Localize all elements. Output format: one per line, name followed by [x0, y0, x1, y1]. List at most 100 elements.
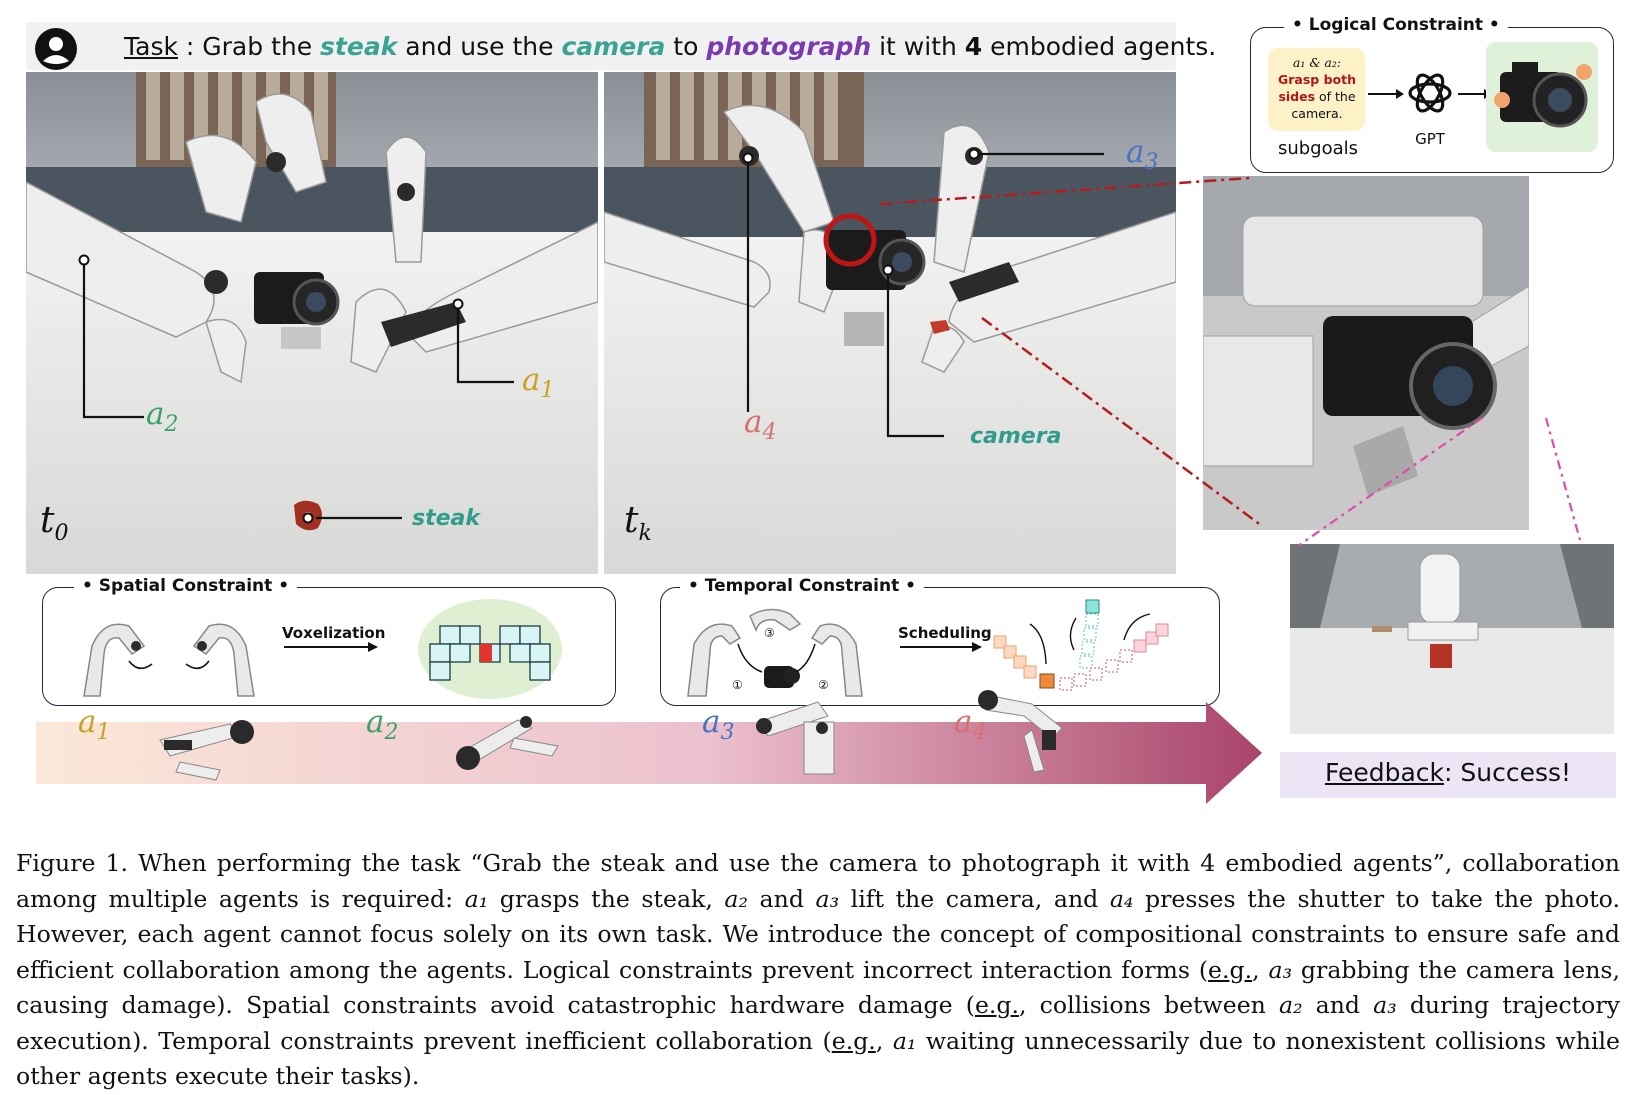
caption-eg: e.g. — [1208, 955, 1253, 984]
scene-t0-image — [26, 72, 598, 574]
task-count: 4 — [964, 32, 983, 61]
temporal-marker-1: ① — [732, 678, 743, 692]
task-object-steak: steak — [320, 32, 398, 61]
subgoals-label: subgoals — [1277, 138, 1359, 159]
t0-sub: 0 — [54, 521, 69, 547]
scene-tk-agent-a4-label: a4 — [744, 404, 776, 445]
feedback-text: Feedback: Success! — [1280, 758, 1616, 787]
schedule-cubes-icon — [993, 599, 1169, 691]
caption-var: a₁ — [464, 884, 489, 913]
a1-name: a — [522, 362, 541, 398]
robot-arm-a2-icon — [456, 716, 559, 770]
feedback-illustration — [1290, 544, 1614, 734]
spatial-constraint-title: • Spatial Constraint • — [74, 576, 298, 596]
scene-t0-time-label: t0 — [40, 500, 68, 546]
task-text-5: embodied agents. — [982, 32, 1217, 61]
caption-part: , collisions between — [1019, 991, 1279, 1019]
voxelization-arrow — [284, 642, 378, 652]
caption-part: during trajectory execution). Temporal c… — [16, 991, 1620, 1055]
caption-var: a₄ — [1109, 884, 1134, 913]
zoom-connector-lines — [879, 176, 1582, 547]
scheduling-arrow — [900, 642, 982, 652]
voxelization-label: Voxelization — [282, 624, 386, 642]
subgoal-head: a₁ & a₂: — [1292, 55, 1342, 70]
a3-name: a — [1126, 134, 1145, 170]
progress-a2-sub: 2 — [384, 720, 399, 746]
zoom-camera-grasp-image — [1203, 176, 1529, 530]
progress-agent-a3: a3 — [702, 704, 734, 745]
scene-t0-agent-a2-label: a2 — [146, 396, 178, 437]
caption-var: a₂ — [724, 884, 748, 913]
progress-a2-name: a — [366, 704, 385, 740]
temporal-marker-3: ③ — [764, 626, 775, 640]
user-avatar-icon — [35, 28, 77, 70]
caption-var: a₃ — [1268, 955, 1293, 984]
feedback-result-image — [1290, 544, 1614, 734]
scene-t0-illustration — [26, 72, 598, 574]
scene-tk-camera-label: camera — [970, 424, 1062, 449]
subgoal-card — [1268, 48, 1365, 131]
subgoal-emphasis: Grasp both sides — [1277, 72, 1356, 104]
a3-sub: 3 — [1144, 150, 1159, 176]
caption-part: grabbing the camera lens, causing damage… — [16, 955, 1620, 1020]
progress-agent-a2: a2 — [366, 704, 398, 745]
scene-tk-agent-a3-label: a3 — [1126, 134, 1158, 175]
caption-part: presses the shutter to take the photo. H… — [16, 884, 1620, 984]
temporal-constraint-title: • Temporal Constraint • — [680, 576, 925, 596]
subgoal-tail: of the camera. — [1291, 89, 1356, 121]
logical-constraint-title: • Logical Constraint • — [1284, 15, 1508, 35]
subgoal-text: a₁ & a₂: Grasp both sides of the camera. — [1272, 54, 1362, 122]
caption-var: a₃ — [815, 884, 840, 913]
a1-sub: 1 — [540, 378, 555, 404]
caption-var: a₂ — [1279, 991, 1303, 1019]
voxel-grid-icon — [418, 599, 562, 699]
caption-eg: e.g. — [974, 991, 1020, 1019]
camera-grasp-icon — [1494, 62, 1592, 128]
caption-part: , — [875, 1026, 893, 1055]
scheduling-label: Scheduling — [898, 624, 992, 642]
feedback-value: : Success! — [1444, 758, 1572, 787]
spatial-title-text: Spatial Constraint — [98, 576, 273, 596]
task-text-2: and use the — [397, 32, 562, 61]
a2-name: a — [146, 396, 165, 432]
caption-part: and — [1302, 991, 1374, 1019]
caption-part: , — [1252, 955, 1269, 984]
scene-tk-illustration — [604, 72, 1176, 574]
scene-tk-image — [604, 72, 1176, 574]
task-bar — [26, 22, 1176, 70]
caption-part: Figure 1. When performing the task “Grab… — [16, 849, 1620, 913]
caption-part: and — [747, 884, 816, 913]
progress-a3-sub: 3 — [720, 720, 735, 746]
progress-a4-sub: 4 — [972, 720, 987, 746]
spatial-robot-arms-icon — [83, 623, 255, 697]
progress-a1-name: a — [78, 704, 97, 740]
robot-arm-a3-icon — [756, 701, 835, 775]
logical-title-text: Logical Constraint — [1308, 15, 1484, 35]
caption-part: lift the camera, and — [839, 884, 1110, 913]
progress-a4-name: a — [954, 704, 973, 740]
feedback-label: Feedback — [1324, 758, 1445, 787]
tk-sub: k — [638, 521, 652, 547]
caption-part: grasps the steak, — [488, 884, 725, 913]
task-object-camera: camera — [561, 32, 666, 61]
a2-sub: 2 — [164, 412, 179, 438]
gpt-logo-icon — [1408, 73, 1452, 113]
progress-agent-a4: a4 — [954, 704, 986, 745]
a4-sub: 4 — [762, 420, 777, 446]
caption-var: a₁ — [892, 1026, 917, 1055]
task-prefix: Task — [124, 32, 178, 61]
task-description: Task : Grab the steak and use the camera… — [124, 32, 1216, 61]
robot-arm-a4-icon — [978, 690, 1063, 773]
temporal-title-text: Temporal Constraint — [704, 576, 900, 596]
scene-tk-time-label: tk — [624, 500, 652, 546]
feedback-banner — [1280, 752, 1616, 798]
progress-agent-a1: a1 — [78, 704, 110, 745]
scene-t0-steak-label: steak — [412, 506, 481, 531]
agent-progress-arrow — [36, 702, 1262, 804]
progress-a3-name: a — [702, 704, 721, 740]
temporal-marker-2: ② — [818, 678, 829, 692]
t0-name: t — [40, 500, 55, 541]
task-text-1: : Grab the — [177, 32, 321, 61]
figure-caption: Figure 1. When performing the task “Grab… — [16, 846, 1620, 1095]
zoom-illustration — [1203, 176, 1529, 530]
